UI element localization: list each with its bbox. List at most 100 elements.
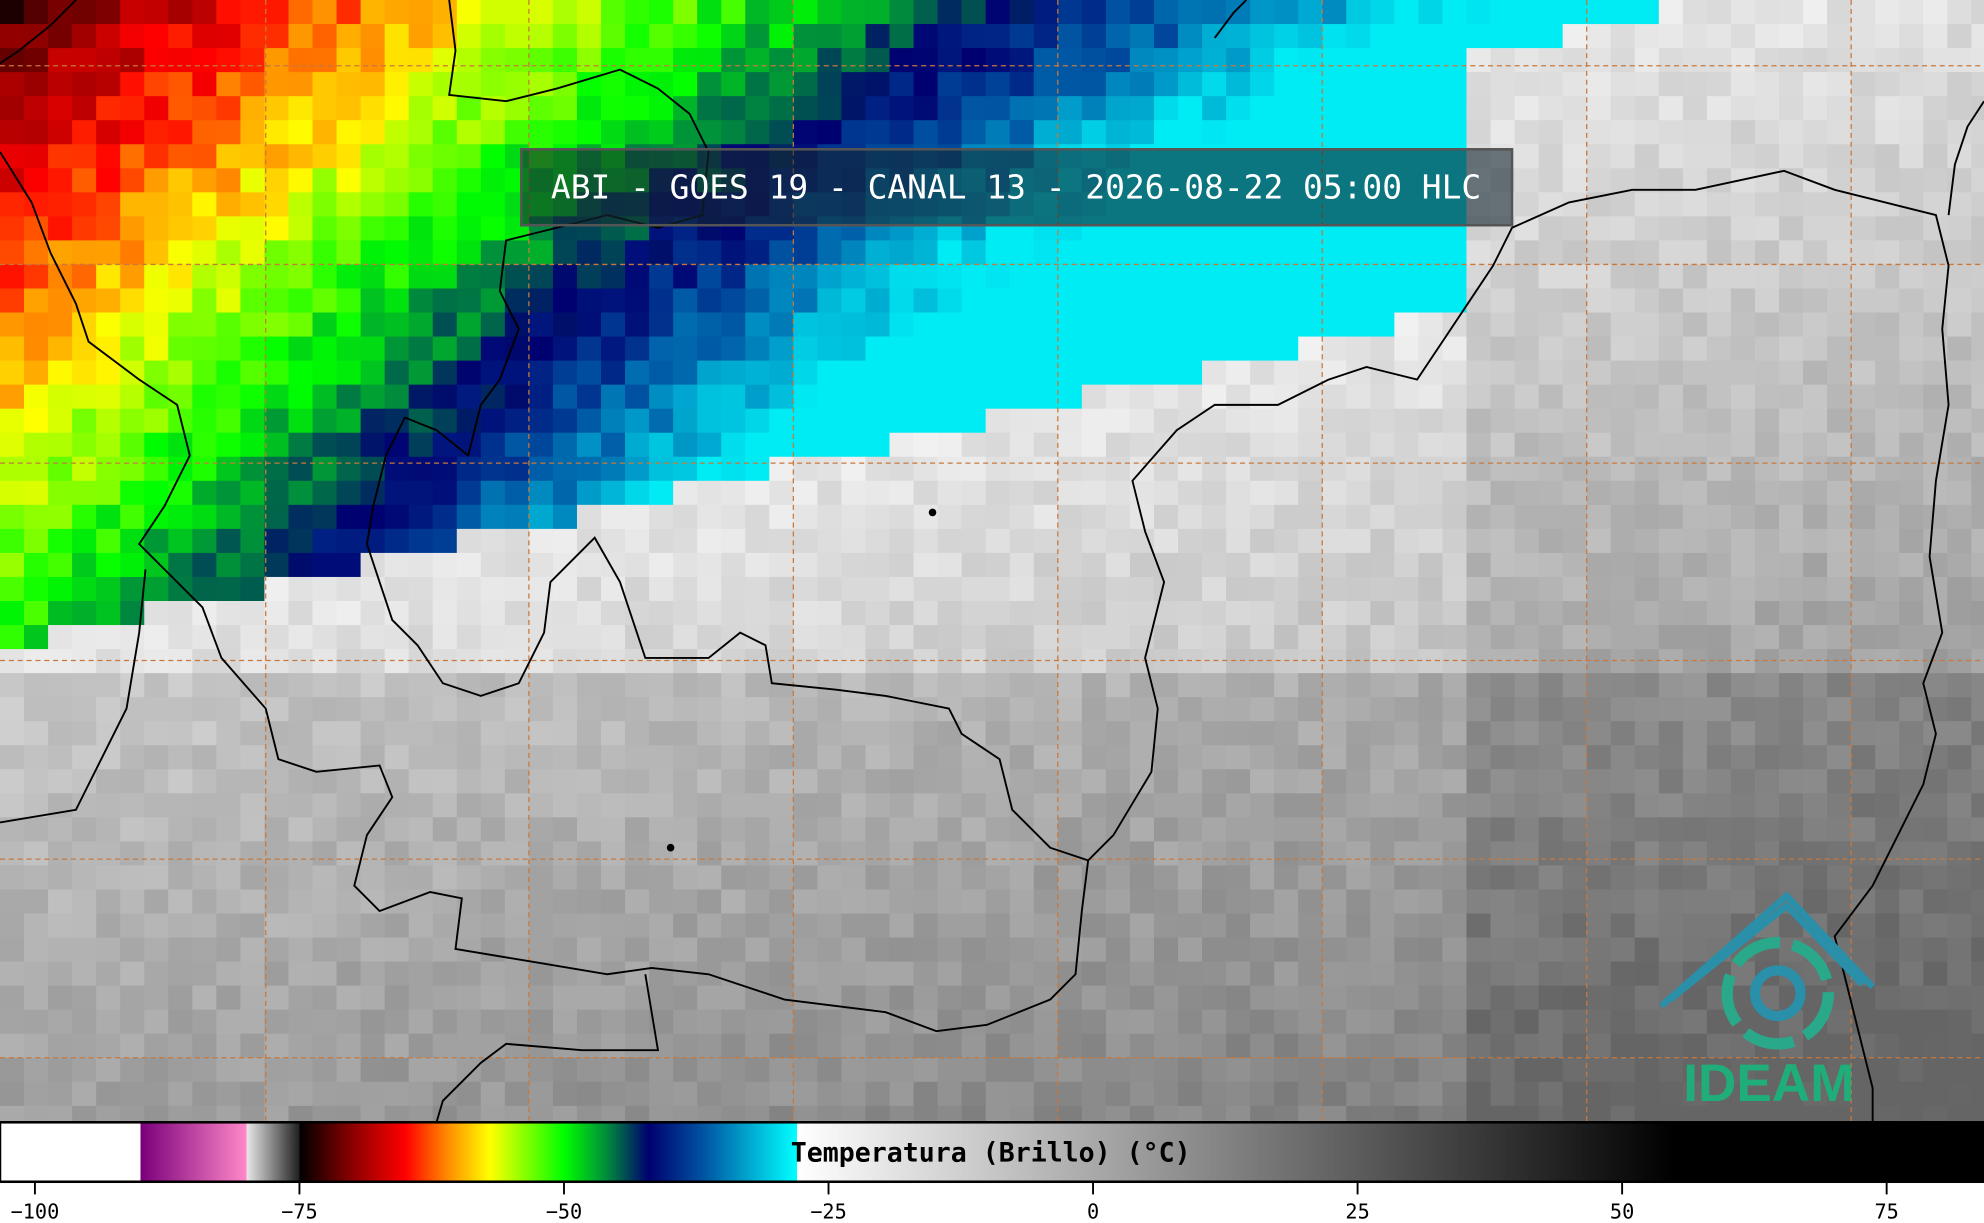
pixel [649,913,674,939]
pixel [240,697,266,722]
pixel [1346,1057,1371,1083]
pixel [264,0,290,25]
pixel [1971,1009,1984,1035]
pixel [793,288,819,314]
pixel [96,240,121,266]
pixel [1250,769,1275,794]
pixel [1899,264,1924,290]
pixel [1033,504,1059,530]
pixel [1634,456,1660,482]
pixel [264,769,290,794]
pixel [817,865,843,891]
pixel [72,504,97,530]
pixel [769,384,794,410]
pixel [1779,144,1804,169]
pixel [168,120,193,145]
pixel [1105,1081,1131,1107]
pixel [793,769,819,794]
pixel [1875,625,1900,650]
pixel [1081,721,1107,746]
city-marker [928,508,937,517]
pixel [769,913,794,939]
pixel [1947,288,1972,314]
pixel [793,1009,819,1035]
pixel [48,576,73,602]
pixel [1899,0,1924,25]
pixel [1250,24,1275,49]
pixel [1466,432,1492,458]
pixel [1370,793,1395,818]
pixel [48,865,73,891]
pixel [1346,408,1371,434]
pixel [480,312,506,338]
pixel [48,600,73,626]
pixel [576,240,602,266]
pixel [552,600,578,626]
pixel [1827,0,1852,25]
pixel [72,673,97,698]
pixel [1634,625,1660,650]
pixel [96,1081,121,1107]
pixel [432,961,458,987]
tick-label: −75 [281,1199,318,1223]
pixel [793,841,819,867]
pixel [937,456,963,482]
pixel [504,673,530,698]
pixel [480,937,506,963]
title-box [520,148,1514,227]
pixel [841,552,867,578]
pixel [552,432,578,458]
pixel [1105,841,1131,867]
pixel [1971,72,1984,97]
pixel [1538,288,1564,314]
pixel [552,841,578,867]
pixel [1466,1057,1492,1083]
pixel [793,120,819,145]
pixel [1586,817,1612,843]
pixel [504,264,530,290]
pixel [1610,673,1636,698]
pixel [1226,72,1251,97]
pixel [1562,24,1588,49]
pixel [1947,48,1972,73]
pixel [0,937,25,963]
pixel [1851,312,1876,338]
pixel [1346,985,1371,1011]
pixel [745,240,770,266]
pixel [408,384,434,410]
pixel [168,576,193,602]
pixel [1923,384,1948,410]
pixel [601,0,626,25]
pixel [168,552,193,578]
pixel [1178,1081,1203,1107]
pixel [1202,312,1227,338]
pixel [1370,240,1395,266]
pixel [697,841,722,867]
pixel [673,288,698,314]
pixel [1658,432,1684,458]
pixel [552,913,578,939]
pixel [673,961,698,987]
pixel [1586,552,1612,578]
pixel [1658,673,1684,698]
pixel [913,697,939,722]
pixel [504,1057,530,1083]
pixel [360,721,386,746]
pixel [1706,793,1732,818]
pixel [216,48,242,73]
pixel [1658,360,1684,386]
pixel [1730,120,1756,145]
pixel [1033,1081,1059,1107]
pixel [673,384,698,410]
pixel [1971,24,1984,49]
pixel [913,408,939,434]
pixel [1202,72,1227,97]
pixel [384,264,410,290]
pixel [1610,72,1636,97]
pixel [408,937,434,963]
pixel [865,504,891,530]
pixel [673,24,698,49]
pixel [1226,721,1251,746]
pixel [1610,408,1636,434]
pixel [1490,1081,1516,1107]
